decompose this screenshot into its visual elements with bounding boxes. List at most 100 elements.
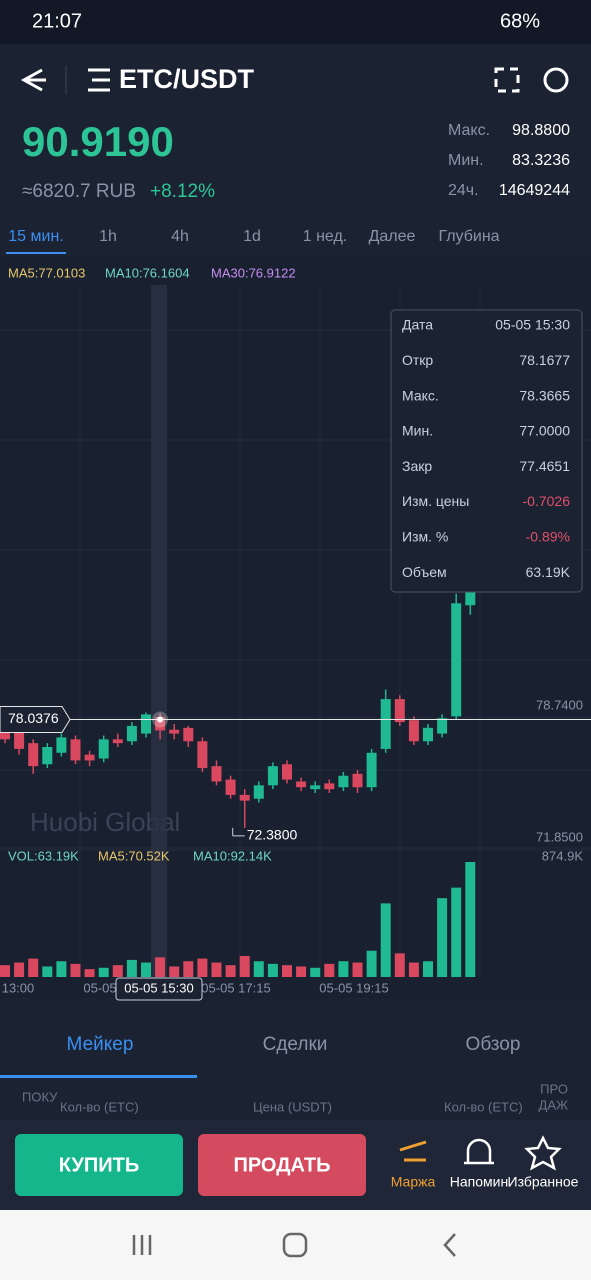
volume-bar xyxy=(310,967,321,977)
candle-body xyxy=(451,603,462,717)
volume-bar xyxy=(366,950,377,977)
candle-body xyxy=(282,764,292,780)
candle-body xyxy=(126,725,137,742)
action-label[interactable]: Напомин xyxy=(450,1174,508,1190)
volume-bar xyxy=(84,969,95,977)
sell-button[interactable] xyxy=(198,1134,366,1196)
tab[interactable]: Мейкер xyxy=(67,1034,134,1055)
volume-bar xyxy=(126,959,137,977)
volume-header: MA5:70.52K xyxy=(98,848,170,863)
nav-home[interactable] xyxy=(282,1232,308,1258)
candle-body xyxy=(14,729,25,749)
timeframe[interactable]: 4h xyxy=(171,228,189,245)
volume-bar xyxy=(197,958,208,977)
tooltip-key: Макс. xyxy=(402,387,439,403)
nav-recent[interactable] xyxy=(132,1235,152,1255)
time-label: 13:00 xyxy=(2,980,35,995)
orderbook-header: ДАЖ xyxy=(539,1097,568,1112)
stat-value: 83.3236 xyxy=(512,152,570,169)
volume-bar xyxy=(155,957,166,977)
timeframe[interactable]: Глубина xyxy=(438,228,499,245)
ma-label: MA30:76.9122 xyxy=(211,265,296,280)
tab[interactable]: Обзор xyxy=(466,1034,521,1055)
orderbook-header: ПРО xyxy=(540,1081,568,1096)
stat-label: 24ч. xyxy=(448,182,479,199)
timeframe-indicator xyxy=(6,252,66,254)
candle-body xyxy=(183,727,194,742)
volume-bar xyxy=(324,963,335,977)
tooltip-key: Изм. цены xyxy=(402,493,469,509)
ma-label: MA5:77.0103 xyxy=(8,265,85,280)
scan-icon[interactable] xyxy=(494,67,520,93)
tooltip-value: 77.4651 xyxy=(519,458,570,474)
tab-indicator xyxy=(0,1075,197,1078)
time-tag xyxy=(115,977,203,1001)
timeframe[interactable]: 1 нед. xyxy=(303,228,348,245)
crosshair-tag xyxy=(0,705,71,733)
timeframe[interactable]: 1h xyxy=(99,228,117,245)
volume-bar xyxy=(253,961,264,977)
tab[interactable]: Сделки xyxy=(263,1034,328,1055)
timeframe[interactable]: 15 мин. xyxy=(8,228,63,245)
stat-value: 98.8800 xyxy=(512,122,570,139)
tooltip-key: Закр xyxy=(402,458,432,474)
candle-body xyxy=(42,746,53,765)
candle-body xyxy=(437,718,448,734)
nav-back[interactable] xyxy=(443,1233,456,1257)
buy-button[interactable] xyxy=(15,1134,183,1196)
volume-bar xyxy=(98,967,109,977)
volume-bar xyxy=(0,965,10,977)
candle-body xyxy=(324,783,335,790)
back-icon[interactable] xyxy=(20,68,46,92)
tooltip-value: 63.19K xyxy=(526,564,571,580)
action-label[interactable]: Маржа xyxy=(391,1174,436,1190)
volume-bar xyxy=(423,961,433,977)
crosshair-dot xyxy=(157,716,164,723)
tooltip-value: 78.3665 xyxy=(519,387,570,403)
sell-label[interactable]: ПРОДАТЬ xyxy=(233,1154,330,1176)
orderbook-header: Кол-во (ETC) xyxy=(444,1099,523,1114)
bell-icon[interactable] xyxy=(464,1138,494,1165)
volume-bar xyxy=(14,962,25,977)
candle-body xyxy=(352,773,363,788)
star-icon[interactable] xyxy=(524,1135,562,1171)
margin-icon[interactable] xyxy=(399,1140,427,1162)
menu-icon[interactable] xyxy=(88,68,110,92)
tabs-bg xyxy=(0,998,591,1120)
tooltip-key: Дата xyxy=(402,317,433,333)
candle-body xyxy=(141,714,151,734)
candle-body xyxy=(239,794,250,801)
volume-bar xyxy=(465,862,476,977)
volume-bar xyxy=(451,887,462,977)
status-bar xyxy=(0,0,591,44)
candle-body xyxy=(169,729,180,734)
volume-bar xyxy=(169,966,180,977)
buy-label[interactable]: КУПИТЬ xyxy=(59,1154,140,1176)
action-label[interactable]: Избранное xyxy=(508,1174,579,1190)
candle-body xyxy=(310,785,321,790)
candle-body xyxy=(423,727,433,742)
candle-body xyxy=(70,739,81,761)
volume-bar xyxy=(70,963,81,977)
volume-bar xyxy=(28,958,39,977)
share-icon[interactable] xyxy=(543,67,569,93)
tooltip-value: -0.7026 xyxy=(523,493,571,509)
volume-bar xyxy=(42,966,53,977)
candle-body xyxy=(380,699,391,749)
tooltip-key: Мин. xyxy=(402,423,433,439)
tooltip-value: 77.0000 xyxy=(519,423,570,439)
volume-bar xyxy=(352,962,363,977)
tooltip xyxy=(390,309,583,593)
time-label: 05-05 17:15 xyxy=(201,980,270,995)
tooltip-value: 78.1677 xyxy=(519,352,570,368)
stat-label: Макс. xyxy=(448,122,490,139)
price-tick: 71.8500 xyxy=(536,829,583,844)
tooltip-key: Откр xyxy=(402,352,433,368)
timeframe[interactable]: 1d xyxy=(243,228,261,245)
tooltip-key: Изм. % xyxy=(402,529,448,545)
volume-bar xyxy=(225,965,236,977)
time-label: 05-05 19:15 xyxy=(319,980,388,995)
timeframe[interactable]: Далее xyxy=(369,228,416,245)
